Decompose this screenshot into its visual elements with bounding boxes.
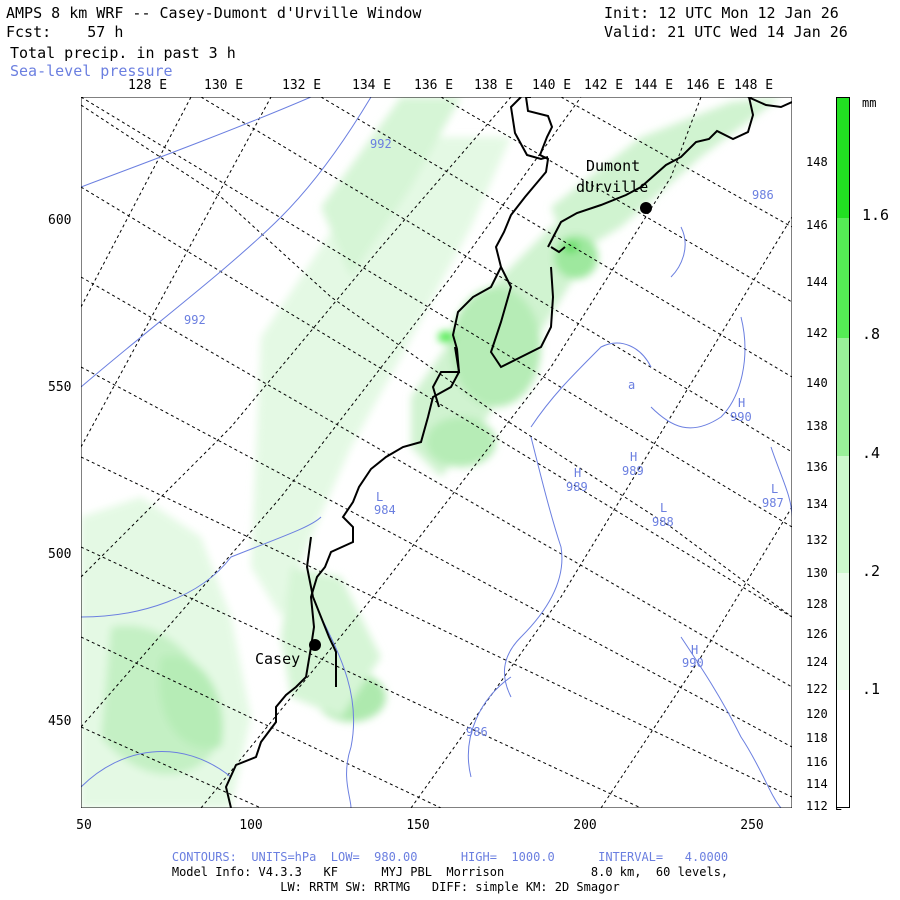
y-tick-label: 450 [48,714,72,729]
right-lon-label: 134 E [806,497,843,511]
y-tick-label: 600 [48,213,72,228]
title-line: AMPS 8 km WRF -- Casey-Dumont d'Urville … [6,4,422,22]
slp-label: 989 [622,464,644,478]
top-lon-label: 144 E [634,78,674,93]
precip-map [81,97,792,808]
right-lon-label: 144 E [806,275,843,289]
slp-high-marker: H [738,396,746,410]
right-lon-label: 132 E [806,533,843,547]
colorbar-unit: mm [862,96,877,110]
right-lon-label: 142 E [806,326,843,340]
right-lon-label: 118 E [806,731,843,745]
init-time: Init: 12 UTC Mon 12 Jan 26 [604,4,839,22]
top-lon-label: 142 E [584,78,624,93]
top-lon-label: 146 E [686,78,726,93]
top-lon-label: 140 E [532,78,572,93]
slp-label: 986 [466,725,488,739]
colorbar-label: .8 [862,325,881,343]
top-lon-label: 138 E [474,78,514,93]
field-slp: Sea-level pressure [10,62,173,80]
slp-contours [81,97,792,808]
colorbar-label: .1 [862,680,881,698]
slp-high-marker: H [630,450,638,464]
slp-label: 988 [652,515,674,529]
casey-marker [309,639,321,651]
slp-label: 989 [566,480,588,494]
colorbar-band [837,573,849,690]
slp-label: 986 [752,188,774,202]
field-precip: Total precip. in past 3 h [10,44,236,62]
x-tick-label: 200 [573,818,597,833]
right-lon-label: 124 E [806,655,843,669]
physics-info: LW: RRTM SW: RRTMG DIFF: simple KM: 2D S… [280,880,620,894]
dumont-durville-marker [640,202,652,214]
slp-label: 987 [762,496,784,510]
right-lon-label: 122 E [806,682,843,696]
precip-shading [81,97,781,808]
slp-label: 984 [374,503,396,517]
colorbar-band [837,338,849,456]
colorbar-label: .4 [862,444,881,462]
durville-label: dUrville [576,178,649,196]
top-lon-label: 128 E [128,78,168,93]
slp-high-marker: H [574,466,582,480]
colorbar-band [837,456,849,573]
valid-time: Valid: 21 UTC Wed 14 Jan 26 [604,23,848,41]
slp-low-marker: L [771,482,779,496]
y-tick-label: 500 [48,547,72,562]
right-lon-label: 126 E [806,627,843,641]
x-tick-label: 100 [239,818,263,833]
slp-label: a [628,378,636,392]
right-lon-label: 140 E [806,376,843,390]
slp-label: 992 [370,137,392,151]
colorbar-label: 1.6 [862,206,890,224]
casey-label: Casey [255,650,301,668]
right-lon-label: 138 E [806,419,843,433]
forecast-hour: Fcst: 57 h [6,23,124,41]
x-tick-label: 150 [406,818,430,833]
contours-info: CONTOURS: UNITS=hPa LOW= 980.00 HIGH= 10… [171,850,729,864]
top-lon-label: 136 E [414,78,454,93]
slp-label: 990 [730,410,752,424]
right-lon-label: 136 E [806,460,843,474]
y-tick-label: 550 [48,380,72,395]
model-info: Model Info: V4.3.3 KF MYJ PBL Morrison 8… [171,865,729,879]
colorbar-band [837,98,849,218]
colorbar [836,97,850,808]
slp-low-marker: L [376,490,384,504]
top-lon-label: 134 E [352,78,392,93]
right-lon-label: 130 E [806,566,843,580]
top-lon-label: 148 E [734,78,774,93]
dumont-label: Dumont [586,157,641,175]
right-lon-label: 120 E [806,707,843,721]
slp-label: 990 [682,656,704,670]
top-lon-label: 132 E [282,78,322,93]
right-lon-label: 128 E [806,597,843,611]
coastline-inner [305,266,555,687]
x-tick-label: 50 [76,818,92,833]
right-lon-label: 116 E [806,755,843,769]
top-lon-label: 130 E [204,78,244,93]
slp-high-marker: H [691,643,699,657]
right-lon-label: 146 E [806,218,843,232]
colorbar-label: .2 [862,562,881,580]
coastline [224,97,792,808]
right-lon-label: 148 E [806,155,843,169]
x-tick-label: 250 [740,818,764,833]
right-lon-label: 114 E [806,777,843,791]
colorbar-band [837,690,849,807]
colorbar-band [837,218,849,338]
right-lon-label: 112 E [806,799,843,813]
slp-label: 992 [184,313,206,327]
slp-low-marker: L [660,501,668,515]
